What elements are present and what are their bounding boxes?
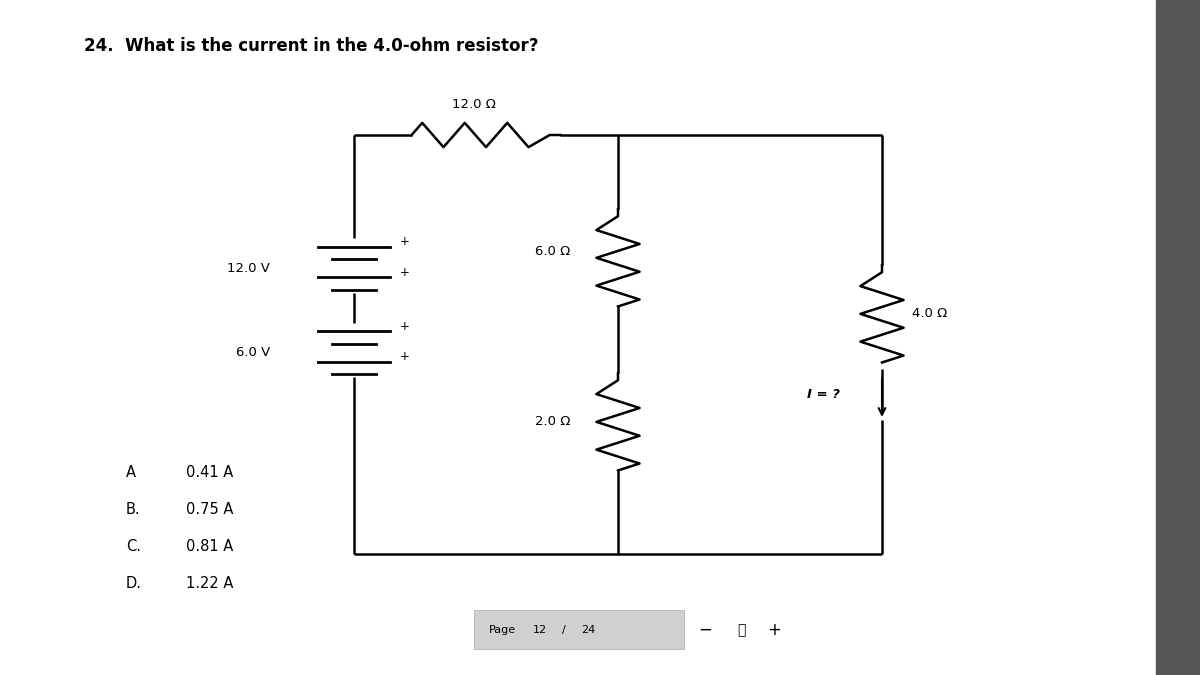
Text: I = ?: I = ?	[808, 388, 840, 401]
Text: 24: 24	[581, 625, 595, 634]
Text: 4.0 Ω: 4.0 Ω	[912, 307, 947, 321]
Text: 0.81 A: 0.81 A	[186, 539, 233, 554]
Text: A: A	[126, 465, 136, 480]
Text: 12.0 Ω: 12.0 Ω	[452, 99, 496, 111]
Text: D.: D.	[126, 576, 142, 591]
Text: 24.  What is the current in the 4.0-ohm resistor?: 24. What is the current in the 4.0-ohm r…	[84, 37, 539, 55]
Text: +: +	[400, 235, 409, 248]
Text: 12: 12	[533, 625, 547, 634]
Text: 6.0 Ω: 6.0 Ω	[535, 244, 570, 258]
Text: C.: C.	[126, 539, 142, 554]
Text: B.: B.	[126, 502, 140, 517]
Text: 2.0 Ω: 2.0 Ω	[535, 415, 570, 429]
Text: +: +	[400, 350, 409, 363]
Text: +: +	[767, 621, 781, 639]
Text: +: +	[400, 265, 409, 279]
Text: 0.41 A: 0.41 A	[186, 465, 233, 480]
Text: 1.22 A: 1.22 A	[186, 576, 233, 591]
Bar	[474, 610, 684, 649]
Text: /: /	[562, 625, 566, 634]
Text: 0.75 A: 0.75 A	[186, 502, 233, 517]
Text: +: +	[400, 319, 409, 333]
Text: Page: Page	[488, 625, 516, 634]
Text: 6.0 V: 6.0 V	[235, 346, 270, 359]
Text: −: −	[698, 621, 713, 639]
Text: 🔍: 🔍	[738, 623, 745, 637]
Text: 12.0 V: 12.0 V	[227, 262, 270, 275]
